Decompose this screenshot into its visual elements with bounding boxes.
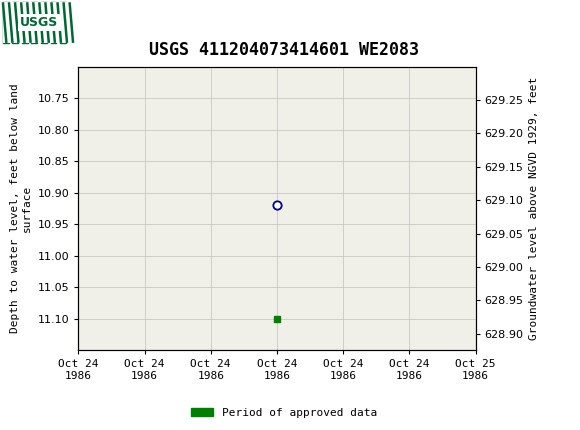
Text: USGS: USGS <box>20 16 59 29</box>
Bar <box>3 2 70 43</box>
Y-axis label: Groundwater level above NGVD 1929, feet: Groundwater level above NGVD 1929, feet <box>529 77 539 340</box>
Bar <box>3 2 70 43</box>
Y-axis label: Depth to water level, feet below land
surface: Depth to water level, feet below land su… <box>10 84 32 333</box>
Text: USGS 411204073414601 WE2083: USGS 411204073414601 WE2083 <box>149 41 419 59</box>
Legend: Period of approved data: Period of approved data <box>187 403 382 422</box>
